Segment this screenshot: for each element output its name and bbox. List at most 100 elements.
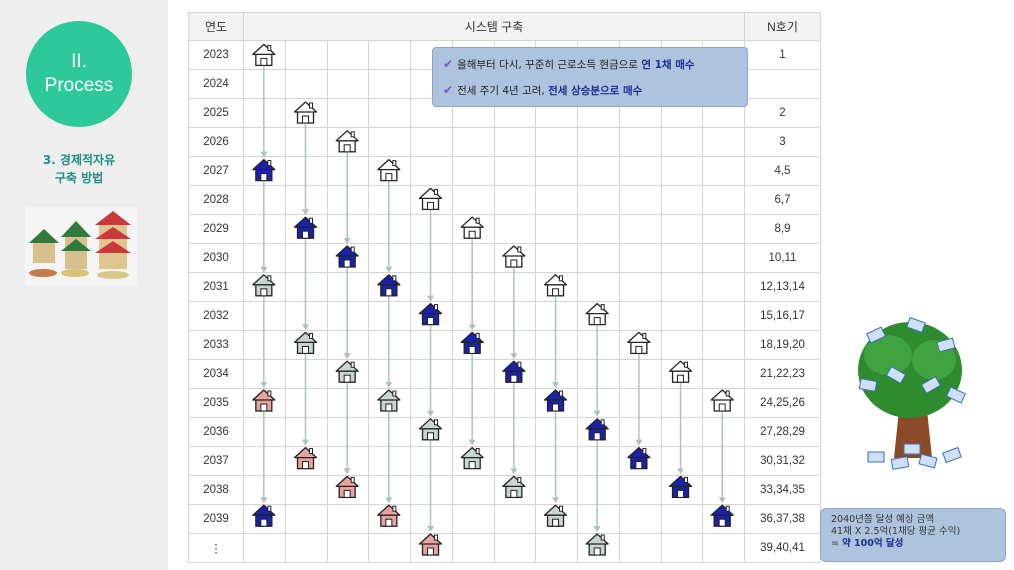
grid-cell: [284, 243, 328, 273]
grid-cell: [284, 330, 328, 360]
grid-cell: [702, 446, 745, 476]
grid-cell: [451, 156, 495, 186]
grid-cell: [577, 301, 620, 331]
summary-line-3-bold: 약 100억 달성: [841, 538, 904, 549]
grid-cell: [535, 243, 578, 273]
money-tree-image: [848, 300, 978, 480]
grid-cell: [451, 301, 495, 331]
grid-cell: [493, 475, 537, 505]
grid-cell: [243, 388, 286, 418]
check-icon: ✔: [443, 83, 454, 97]
grid-cell: [702, 359, 745, 389]
grid-cell: [243, 243, 286, 273]
grid-cell: [368, 446, 411, 476]
grid-cell: [535, 359, 578, 389]
grid-cell: [702, 185, 745, 215]
year-cell: 2023: [188, 40, 244, 70]
grid-cell: [284, 127, 328, 157]
grid-cell: [535, 214, 578, 244]
grid-cell: [410, 156, 453, 186]
grid-cell: [284, 301, 328, 331]
grid-cell: [368, 388, 411, 418]
section-badge: II. Process: [26, 21, 132, 127]
grid-cell: [243, 301, 286, 331]
grid-cell: [326, 359, 370, 389]
section-title: Process: [44, 75, 114, 96]
grid-cell: [702, 214, 745, 244]
year-cell: 2026: [188, 127, 244, 157]
grid-cell: [410, 504, 453, 534]
grid-cell: [451, 330, 495, 360]
grid-cell: [410, 214, 453, 244]
callout-line-2: ✔ 전세 주기 4년 고려, 전세 상승분으로 매수: [443, 83, 642, 98]
table-row: 2028 6,7: [188, 185, 821, 215]
sidebar: II. Process 3. 경제적자유 구축 방법: [0, 0, 168, 570]
grid-cell: [284, 533, 328, 563]
unit-number-cell: 10,11: [744, 243, 821, 273]
grid-cell: [368, 69, 411, 99]
callout-line-1-bold: 연 1채 매수: [641, 59, 695, 71]
grid-cell: [493, 533, 537, 563]
grid-cell: [243, 533, 286, 563]
grid-cell: [451, 475, 495, 505]
grid-cell: [618, 214, 662, 244]
grid-cell: [535, 475, 578, 505]
grid-cell: [368, 533, 411, 563]
year-cell: 2037: [188, 446, 244, 476]
grid-cell: [577, 388, 620, 418]
grid-cell: [451, 272, 495, 302]
grid-cell: [284, 446, 328, 476]
year-cell: 2034: [188, 359, 244, 389]
grid-cell: [368, 98, 411, 128]
grid-cell: [326, 214, 370, 244]
grid-cell: [326, 272, 370, 302]
subtitle-line-2: 구축 방법: [54, 171, 104, 185]
grid-cell: [535, 185, 578, 215]
grid-cell: [368, 156, 411, 186]
grid-cell: [535, 272, 578, 302]
grid-cell: [535, 301, 578, 331]
grid-cell: [660, 243, 704, 273]
grid-cell: [702, 272, 745, 302]
year-cell: 2028: [188, 185, 244, 215]
grid-cell: [326, 533, 370, 563]
grid-cell: [535, 504, 578, 534]
table-header-row: 연도 시스템 구축 N호기: [188, 12, 821, 41]
grid-cell: [410, 243, 453, 273]
grid-cell: [368, 359, 411, 389]
grid-cell: [493, 417, 537, 447]
unit-number-cell: 15,16,17: [744, 301, 821, 331]
year-cell: 2030: [188, 243, 244, 273]
strategy-callout: ✔ 올해부터 다시, 꾸준히 근로소득 현금으로 연 1채 매수 ✔ 전세 주기 4…: [432, 47, 748, 107]
grid-cell: [243, 156, 286, 186]
grid-cell: [493, 301, 537, 331]
subtitle-line-1: 3. 경제적자유: [42, 153, 116, 167]
summary-line-3: = 약 100억 달성: [831, 538, 995, 550]
grid-cell: [451, 359, 495, 389]
year-cell: 2033: [188, 330, 244, 360]
year-cell: 2035: [188, 388, 244, 418]
year-cell: 2036: [188, 417, 244, 447]
grid-cell: [660, 214, 704, 244]
grid-cell: [284, 40, 328, 70]
grid-cell: [618, 127, 662, 157]
unit-number-cell: 6,7: [744, 185, 821, 215]
unit-number-cell: 33,34,35: [744, 475, 821, 505]
grid-cell: [660, 185, 704, 215]
grid-cell: [451, 417, 495, 447]
table-row: 2035 24,25,26: [188, 388, 821, 418]
grid-cell: [284, 185, 328, 215]
grid-cell: [243, 214, 286, 244]
table-row: 2036 27,28,29: [188, 417, 821, 447]
grid-cell: [326, 301, 370, 331]
header-n: N호기: [744, 12, 821, 41]
grid-cell: [243, 98, 286, 128]
grid-cell: [284, 359, 328, 389]
grid-cell: [535, 330, 578, 360]
unit-number-cell: 36,37,38: [744, 504, 821, 534]
grid-cell: [368, 475, 411, 505]
grid-cell: [284, 388, 328, 418]
header-year: 연도: [188, 12, 244, 41]
grid-cell: [702, 504, 745, 534]
grid-cell: [493, 243, 537, 273]
